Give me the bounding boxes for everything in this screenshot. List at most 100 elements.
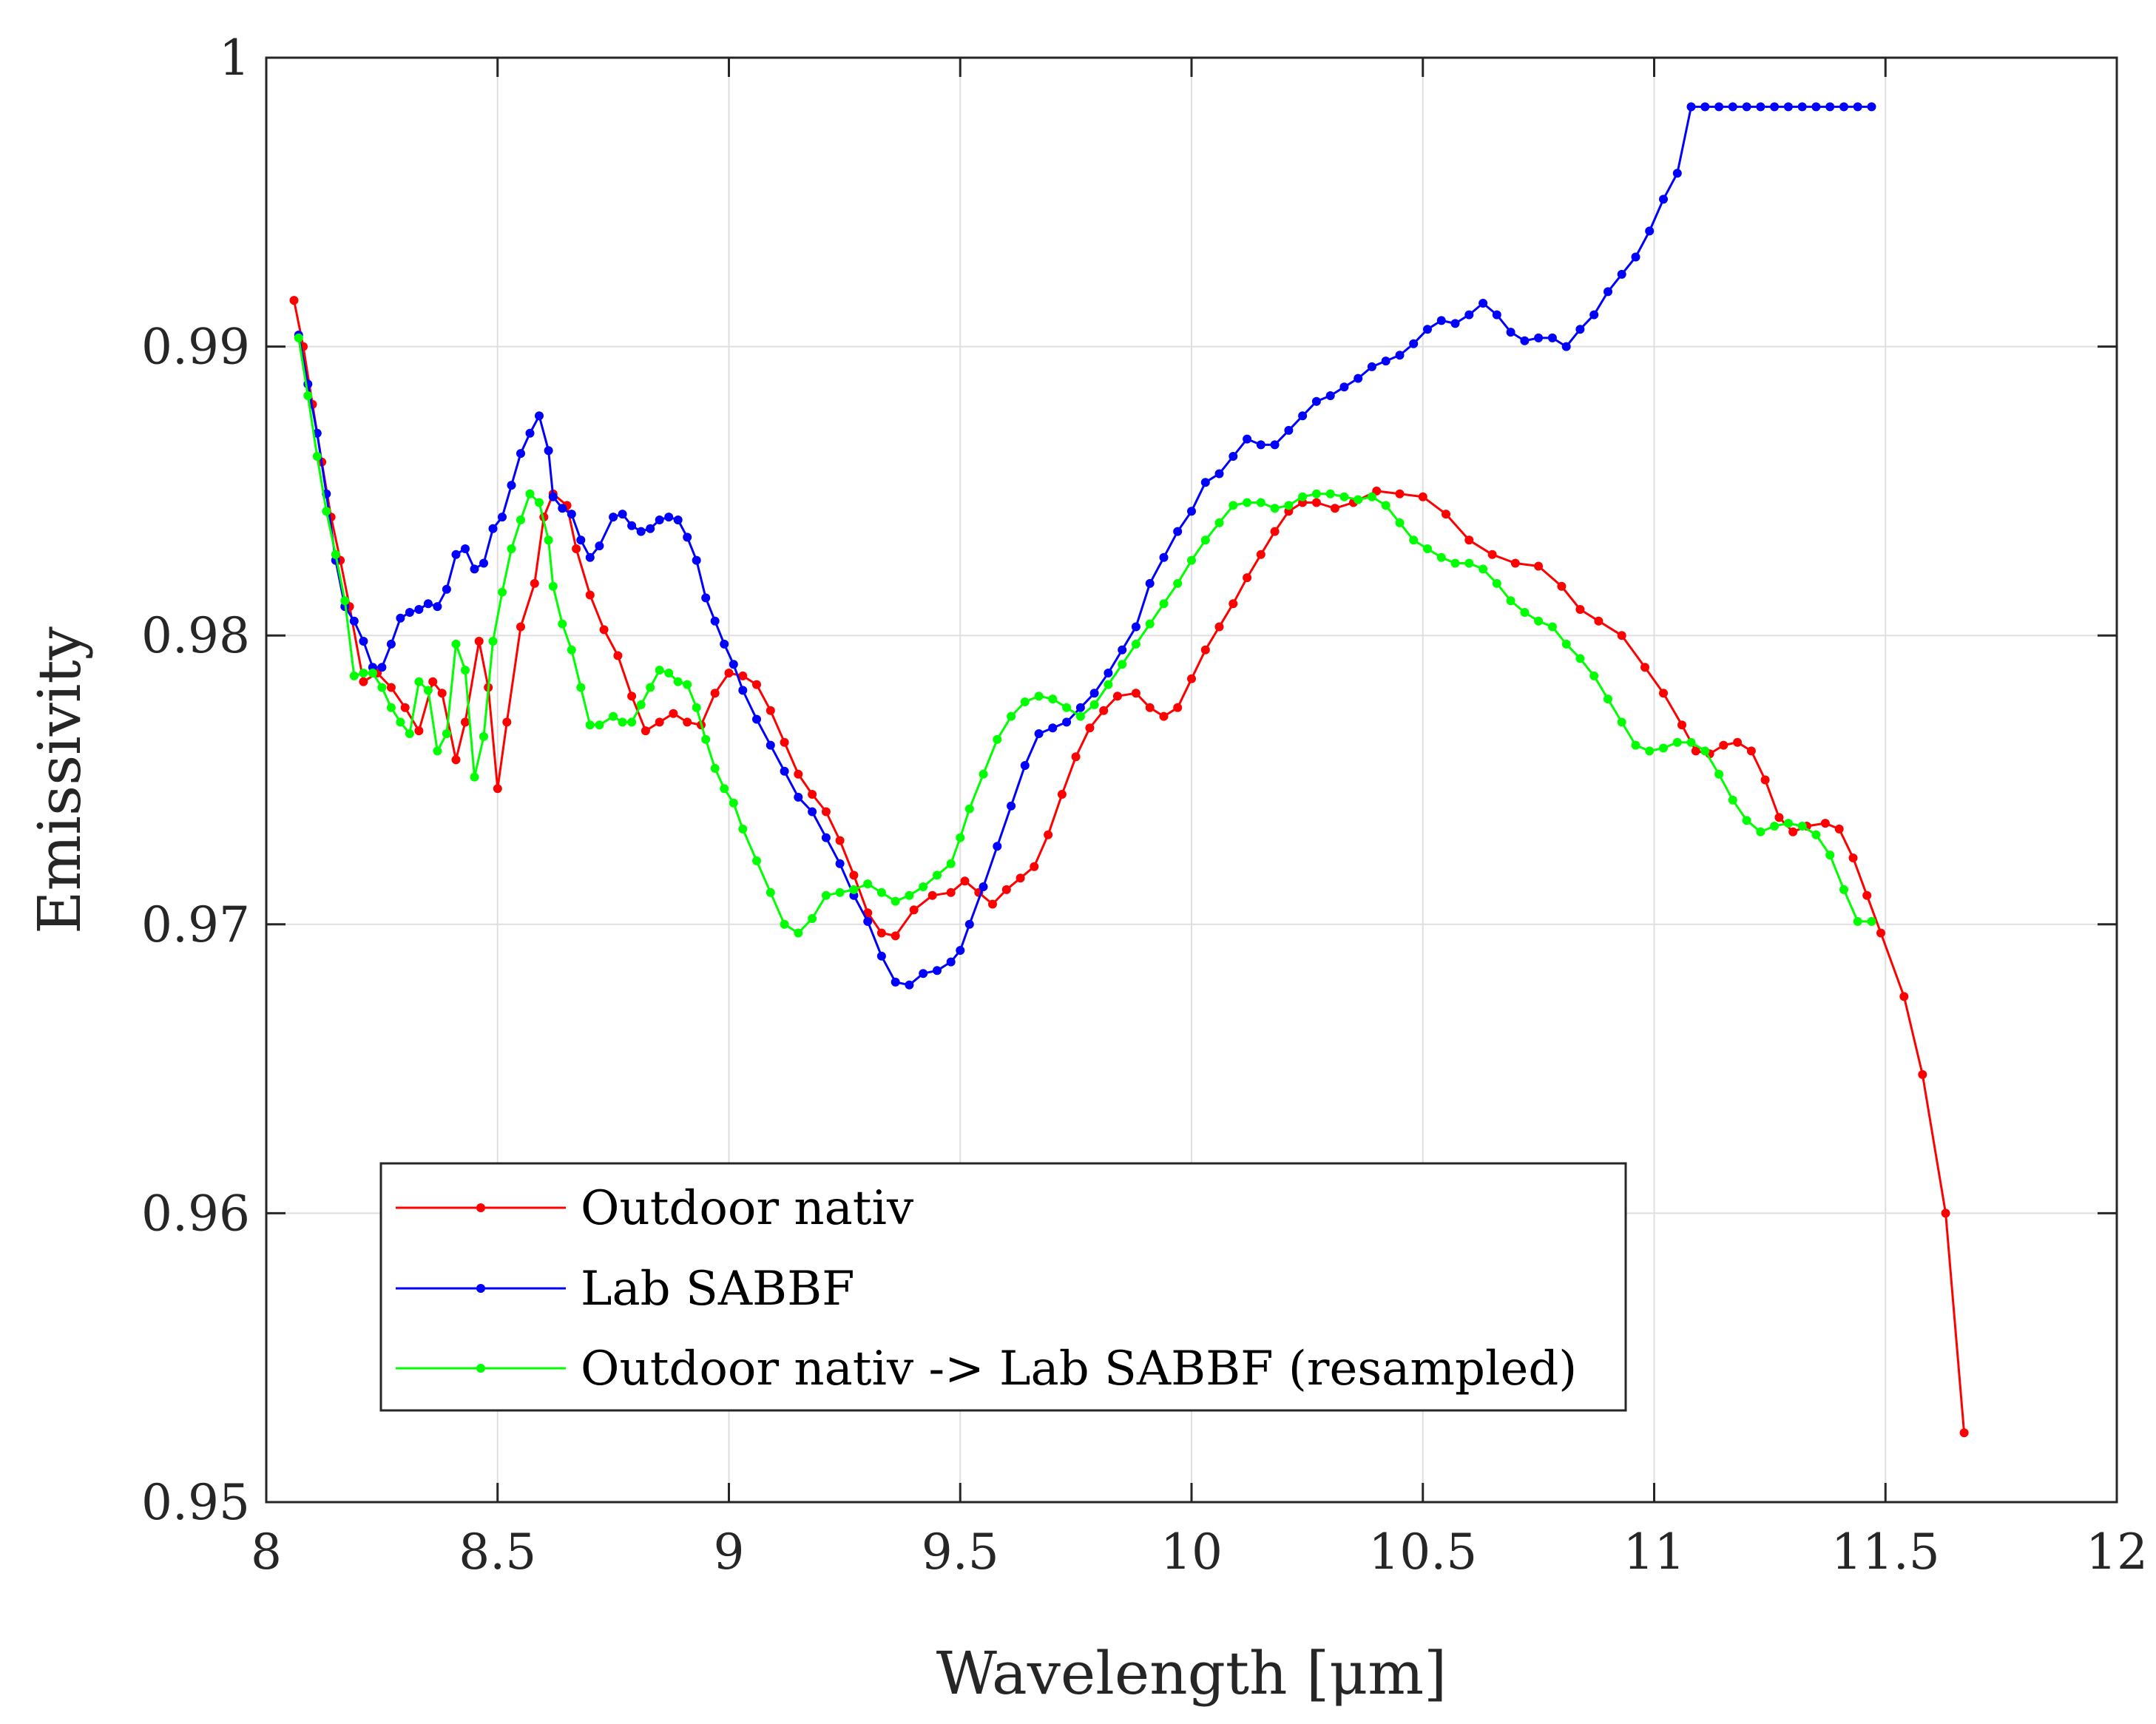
data-point: [956, 946, 965, 955]
data-point: [863, 916, 873, 926]
data-point: [627, 692, 637, 701]
data-point: [664, 669, 674, 677]
data-point: [1187, 555, 1196, 565]
data-point: [636, 527, 646, 536]
data-point: [1811, 102, 1821, 112]
data-point: [1187, 507, 1196, 516]
data-point: [1811, 830, 1821, 839]
data-point: [1048, 723, 1058, 733]
y-axis-label: Emissivity: [25, 626, 94, 934]
data-point: [669, 709, 678, 718]
data-point: [720, 784, 729, 794]
data-point: [572, 544, 581, 553]
data-point: [1057, 790, 1067, 799]
data-point: [1534, 333, 1544, 342]
data-point: [400, 703, 410, 712]
x-axis-label: Wavelength [μm]: [936, 1639, 1447, 1708]
data-point: [1575, 654, 1585, 663]
data-point: [1617, 631, 1626, 640]
data-point: [1200, 478, 1210, 487]
data-point: [849, 871, 859, 880]
data-point: [808, 914, 817, 923]
data-point: [1487, 550, 1497, 559]
data-point: [1284, 501, 1294, 510]
data-point: [502, 717, 512, 727]
data-point: [646, 683, 655, 692]
legend-label-resampled: Outdoor nativ -> Lab SABBF (resampled): [581, 1342, 1577, 1396]
data-point: [1575, 325, 1585, 334]
data-point: [724, 669, 734, 677]
data-point: [1604, 694, 1612, 704]
data-point: [1131, 639, 1140, 649]
data-point: [558, 619, 567, 629]
data-point: [1742, 102, 1751, 112]
data-point: [1797, 102, 1807, 112]
data-point: [1899, 992, 1909, 1001]
data-point: [1159, 711, 1169, 721]
data-point: [946, 888, 956, 897]
data-point: [1839, 102, 1848, 112]
data-point: [1270, 527, 1280, 536]
data-point: [1464, 535, 1474, 545]
data-point: [1325, 489, 1335, 498]
data-point: [1256, 440, 1265, 450]
data-point: [479, 731, 488, 741]
data-point: [905, 980, 914, 990]
data-point: [423, 599, 433, 609]
data-point: [567, 510, 576, 519]
data-point: [627, 521, 637, 530]
data-point: [1311, 489, 1321, 498]
data-point: [585, 720, 595, 730]
data-point: [673, 677, 683, 686]
data-point: [1436, 552, 1446, 562]
y-tick-label: 0.98: [141, 607, 250, 664]
data-point: [396, 613, 405, 623]
data-point: [451, 639, 461, 649]
data-point: [1256, 550, 1265, 559]
data-point: [1492, 310, 1501, 320]
data-point: [1547, 622, 1557, 632]
data-point: [1797, 822, 1807, 831]
data-point: [710, 763, 720, 773]
data-point: [1853, 102, 1862, 112]
data-point: [1339, 382, 1349, 392]
data-point: [525, 428, 535, 438]
data-point: [1534, 561, 1544, 571]
data-point: [1034, 692, 1044, 701]
x-tick-label: 12: [2086, 1524, 2148, 1581]
data-point: [359, 637, 368, 646]
data-point: [1381, 356, 1390, 366]
x-tick-label: 10: [1160, 1524, 1223, 1581]
data-point: [1783, 102, 1793, 112]
data-point: [488, 637, 498, 646]
data-point: [1131, 622, 1140, 632]
data-point: [1159, 552, 1169, 562]
data-point: [988, 899, 997, 909]
data-point: [1848, 853, 1858, 862]
data-point: [1520, 336, 1530, 345]
data-point: [933, 871, 942, 880]
data-point: [979, 769, 988, 779]
data-point: [1243, 434, 1252, 444]
data-point: [752, 680, 761, 689]
data-point: [766, 706, 775, 715]
data-point: [386, 683, 396, 692]
data-point: [1659, 195, 1668, 204]
data-point: [1686, 737, 1696, 747]
data-point: [423, 686, 433, 695]
data-point: [1506, 596, 1515, 606]
data-point: [946, 859, 956, 868]
data-point: [585, 552, 595, 562]
y-tick-label: 0.97: [141, 896, 250, 953]
data-point: [530, 578, 539, 588]
data-point: [956, 833, 965, 842]
data-point: [1229, 599, 1238, 609]
data-point: [1298, 492, 1308, 501]
data-point: [1229, 501, 1238, 510]
data-point: [516, 449, 525, 459]
data-point: [340, 596, 350, 606]
data-point: [1071, 752, 1081, 762]
data-point: [849, 885, 859, 894]
data-point: [595, 541, 604, 551]
legend-label-outdoor-nativ: Outdoor nativ: [581, 1181, 913, 1236]
